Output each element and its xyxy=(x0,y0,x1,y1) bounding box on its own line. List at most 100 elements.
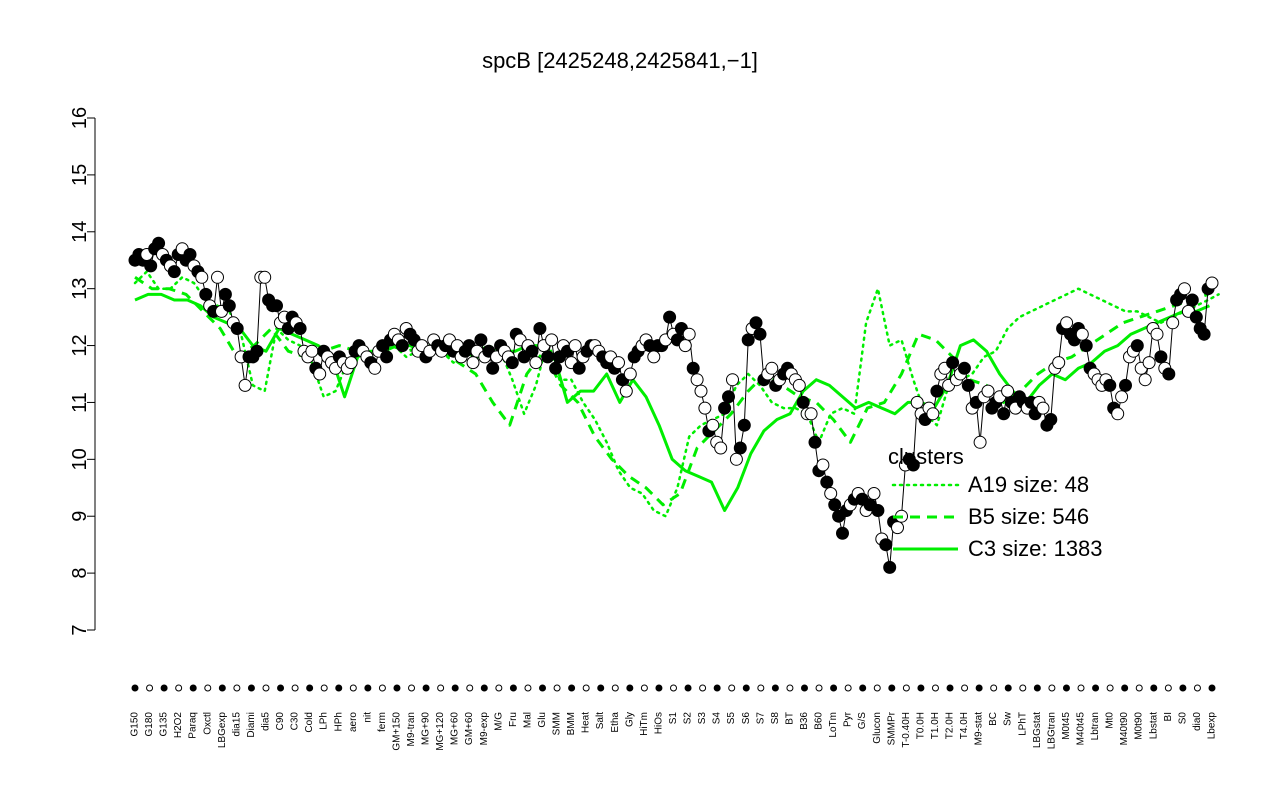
x-tick-label: M/G xyxy=(493,712,504,731)
x-marker xyxy=(1208,684,1216,692)
x-marker xyxy=(902,684,910,692)
x-marker xyxy=(990,684,998,692)
x-marker xyxy=(364,684,372,692)
x-tick-label: Lbtran xyxy=(1090,712,1101,740)
x-tick-label: BC xyxy=(988,712,999,726)
x-marker xyxy=(684,684,692,692)
x-tick-label: M40t45 xyxy=(1076,712,1087,746)
x-marker xyxy=(859,684,867,692)
x-tick-label: MG+60 xyxy=(450,712,461,746)
x-marker xyxy=(1092,684,1100,692)
x-marker xyxy=(1019,684,1027,692)
x-marker xyxy=(757,684,765,692)
data-point xyxy=(619,384,633,398)
data-point xyxy=(1150,327,1164,341)
x-marker xyxy=(844,684,852,692)
x-tick-label: S7 xyxy=(755,712,766,725)
x-tick-label: T-0.40H xyxy=(901,712,912,748)
x-tick-label: M0t90 xyxy=(1134,712,1145,740)
x-marker xyxy=(509,684,517,692)
data-point xyxy=(694,384,708,398)
data-point xyxy=(741,333,755,347)
x-tick-label: SMM xyxy=(552,712,563,735)
x-marker xyxy=(233,684,241,692)
data-point xyxy=(1001,384,1015,398)
x-marker xyxy=(1164,684,1172,692)
data-point xyxy=(678,339,692,353)
data-point xyxy=(1130,339,1144,353)
y-tick-label: 10 xyxy=(69,448,91,470)
data-point xyxy=(313,367,327,381)
data-point xyxy=(726,373,739,387)
x-marker xyxy=(277,684,285,692)
x-tick-label: HiTm xyxy=(639,712,650,736)
x-tick-label: dia0 xyxy=(1192,712,1203,731)
data-point xyxy=(867,487,881,500)
x-tick-label: aero xyxy=(348,712,359,732)
x-tick-label: LPhT xyxy=(1017,712,1028,736)
data-point xyxy=(973,435,987,449)
data-point xyxy=(474,333,488,347)
x-marker xyxy=(699,684,707,692)
data-point xyxy=(1111,407,1125,421)
x-marker xyxy=(189,684,197,692)
data-point xyxy=(698,401,712,415)
x-tick-label: Oxctl xyxy=(202,712,213,735)
data-point xyxy=(1166,316,1180,330)
data-point xyxy=(792,378,806,392)
x-tick-label: M9-stat xyxy=(974,712,985,746)
y-tick-label: 7 xyxy=(69,624,91,635)
data-point xyxy=(753,327,767,341)
data-point xyxy=(293,322,307,335)
legend-label-2: B5 size: 546 xyxy=(968,504,1089,529)
x-marker xyxy=(888,684,896,692)
x-tick-label: Paraq xyxy=(188,712,199,739)
data-point xyxy=(525,344,539,358)
x-tick-label: M9-tran xyxy=(406,712,417,746)
x-marker xyxy=(175,684,183,692)
x-tick-label: Lbstat xyxy=(1148,712,1159,739)
x-marker xyxy=(422,684,430,692)
y-tick-label: 14 xyxy=(69,221,91,243)
x-marker xyxy=(1004,684,1012,692)
x-tick-label: G150 xyxy=(130,712,141,737)
x-marker xyxy=(830,684,838,692)
x-marker xyxy=(466,684,474,692)
x-marker xyxy=(742,684,750,692)
data-point xyxy=(545,333,559,347)
x-tick-label: HPh xyxy=(333,712,344,731)
x-tick-label: H2O2 xyxy=(173,712,184,739)
x-tick-label: T4.0H xyxy=(959,712,970,739)
x-marker xyxy=(335,684,343,692)
data-point xyxy=(395,339,409,353)
data-point xyxy=(1178,282,1191,296)
x-marker xyxy=(931,684,939,692)
x-marker xyxy=(873,684,881,692)
data-point xyxy=(167,265,181,279)
data-point xyxy=(1060,316,1074,330)
x-tick-label: S1 xyxy=(668,712,679,725)
x-marker xyxy=(1150,684,1158,692)
data-point xyxy=(946,356,960,370)
x-tick-label: S0 xyxy=(1177,712,1188,725)
data-point xyxy=(836,526,849,540)
data-point xyxy=(1197,327,1211,341)
x-tick-label: S2 xyxy=(683,712,694,725)
legend-label-3: C3 size: 1383 xyxy=(968,536,1103,561)
x-tick-labels: G150 G180 G135 H2O2 Paraq Oxctl LBGexp dia15 Dia… xyxy=(130,684,1218,751)
x-tick-label: LPh xyxy=(319,712,330,730)
data-point xyxy=(718,401,732,415)
data-point xyxy=(1138,373,1152,387)
x-marker xyxy=(626,684,634,692)
x-tick-label: LBGexp xyxy=(217,712,228,749)
x-tick-label: Glu xyxy=(537,712,548,728)
x-tick-label: S4 xyxy=(712,712,723,725)
y-tick-label: 16 xyxy=(69,107,91,129)
x-tick-label: GM+150 xyxy=(391,712,402,751)
data-point xyxy=(647,350,661,364)
x-tick-label: nit xyxy=(362,712,373,723)
x-marker xyxy=(713,684,721,692)
x-tick-label: S8 xyxy=(770,712,781,725)
data-point xyxy=(572,361,586,375)
